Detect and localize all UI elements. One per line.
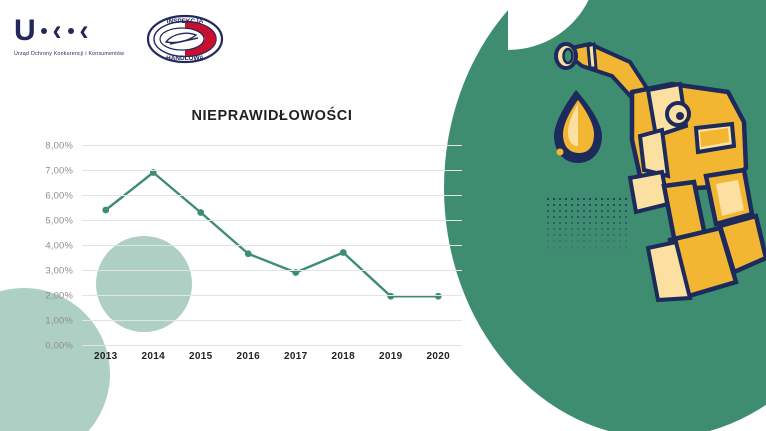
y-axis-tick-label: 1,00% xyxy=(45,314,73,326)
inspekcja-text-top: INSPEKCJA xyxy=(167,18,204,25)
series-line xyxy=(104,171,440,298)
inspekcja-handlowa-logo: INSPEKCJA HANDLOWA xyxy=(146,14,224,64)
x-axis-tick-label: 2020 xyxy=(426,351,450,362)
chart-title: NIEPRAWIDŁOWOŚCI xyxy=(191,108,353,124)
uokik-chevron-icon-2: ‹ xyxy=(79,14,89,47)
y-axis-tick-label: 5,00% xyxy=(45,214,73,226)
chart-gridline xyxy=(82,195,462,196)
chart-gridline xyxy=(82,345,462,346)
x-axis-tick-label: 2013 xyxy=(94,351,118,362)
uokik-dot-icon-2 xyxy=(67,28,74,34)
x-axis-tick-label: 2018 xyxy=(331,351,355,362)
line-chart-plot-area: 0,00% 1,00% 2,00% 3,00% 4,00% 5,00% 6,00% 7,00%… xyxy=(45,140,462,362)
chart-gridline xyxy=(82,270,462,271)
dot-pattern-decoration xyxy=(545,196,629,258)
data-point-marker[interactable] xyxy=(102,206,110,214)
y-axis-tick-label: 3,00% xyxy=(45,264,73,276)
y-axis-tick-label: 7,00% xyxy=(45,164,73,176)
x-axis-tick-label: 2015 xyxy=(189,351,213,362)
logo-row: U ‹ ‹ Urząd Ochrony Konkurencji i Konsum… xyxy=(14,14,224,64)
data-point-marker[interactable] xyxy=(197,209,205,216)
uokik-logo: U ‹ ‹ Urząd Ochrony Konkurencji i Konsum… xyxy=(14,16,125,58)
fuel-pump-nozzle-icon xyxy=(554,41,766,303)
data-point-marker[interactable] xyxy=(339,249,347,256)
y-axis-tick-label: 0,00% xyxy=(45,339,73,351)
chart-gridline xyxy=(82,320,462,321)
y-axis-tick-label: 4,00% xyxy=(45,239,73,251)
inspekcja-text-bottom: HANDLOWA xyxy=(166,55,204,62)
x-axis-tick-label: 2014 xyxy=(141,351,165,362)
chart-gridline xyxy=(82,170,462,171)
y-axis-tick-label: 2,00% xyxy=(45,289,73,301)
x-axis-tick-label: 2016 xyxy=(236,351,260,362)
uokik-dot-icon xyxy=(41,28,48,34)
y-axis-tick-label: 8,00% xyxy=(45,139,73,151)
decorative-circle-small xyxy=(96,236,192,332)
y-axis-tick-label: 6,00% xyxy=(45,189,73,201)
uokik-letter-u: U xyxy=(14,14,37,47)
chart-gridline xyxy=(82,145,462,146)
x-axis-tick-label: 2017 xyxy=(284,351,308,362)
x-axis-tick-label: 2019 xyxy=(379,351,403,362)
data-point-marker[interactable] xyxy=(387,292,395,300)
data-point-marker[interactable] xyxy=(434,292,442,300)
uokik-wordmark: U ‹ ‹ xyxy=(14,16,89,46)
data-series-line xyxy=(102,169,442,300)
uokik-subtitle: Urząd Ochrony Konkurencji i Konsumentów xyxy=(14,51,125,57)
inspekcja-handlowa-emblem-icon: INSPEKCJA HANDLOWA xyxy=(146,14,224,64)
chart-gridline xyxy=(82,295,462,296)
chart-gridline xyxy=(82,245,462,246)
data-point-marker[interactable] xyxy=(244,250,252,258)
uokik-chevron-icon-1: ‹ xyxy=(52,14,63,47)
chart-gridline xyxy=(82,220,462,221)
